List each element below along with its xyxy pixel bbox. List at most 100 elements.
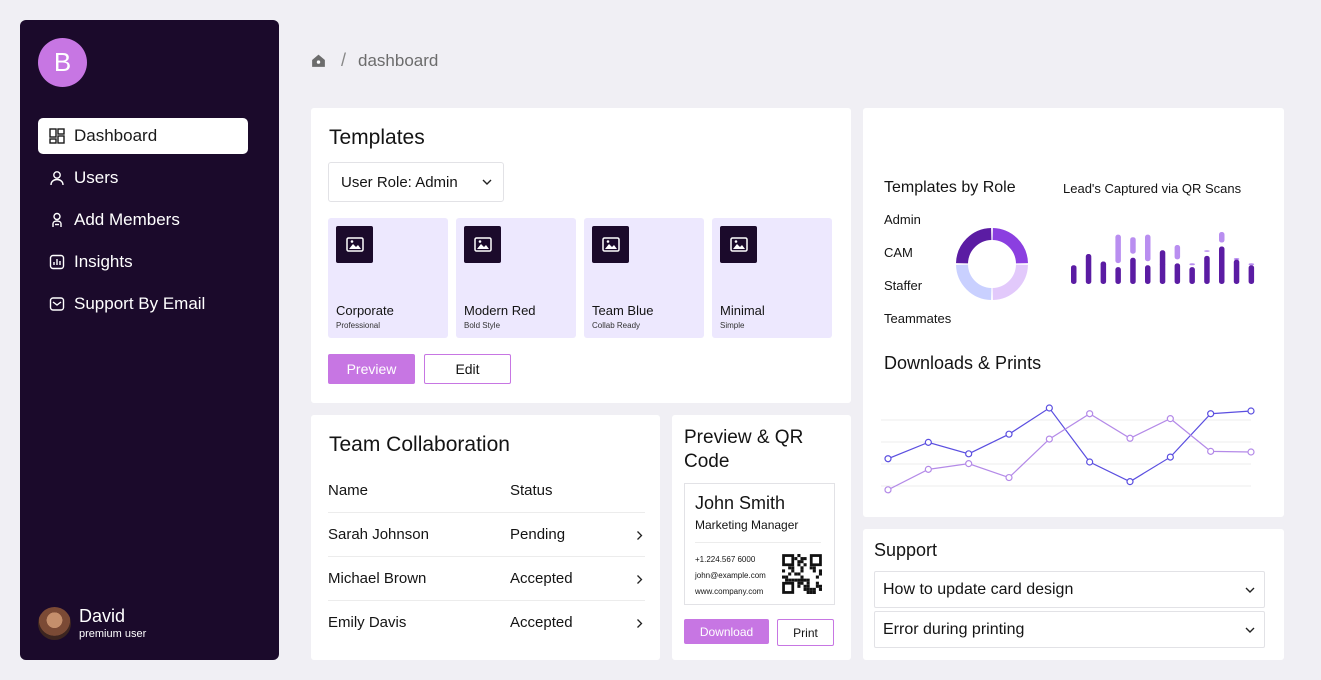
donut-slice-admin [992,228,1028,264]
column-header-status: Status [510,482,553,499]
faq-item[interactable]: How to update card design [874,571,1265,608]
qr-module [803,563,807,567]
data-point [1045,435,1053,443]
qr-module [800,575,804,579]
image-icon [336,226,373,263]
template-subtitle: Bold Style [464,321,501,330]
qr-module [797,584,801,588]
bar-top [1145,234,1151,262]
bar-top [1204,250,1210,252]
data-point [1005,473,1013,482]
sidebar-item-dashboard[interactable]: Dashboard [38,118,248,154]
member-status: Pending [510,526,566,543]
print-button[interactable]: Print [777,619,834,646]
preview-qr-card: Preview & QR Code John Smith Marketing M… [672,415,851,660]
team-table: Sarah Johnson Pending Michael Brown Acce… [328,512,645,644]
home-icon[interactable] [310,52,327,69]
qr-module [797,572,801,576]
data-point [884,455,892,463]
card-divider [695,542,821,543]
sidebar-item-add-members[interactable]: Add Members [38,202,248,238]
user-role-select[interactable]: User Role: Admin [328,162,504,202]
preview-qr-title: Preview & QR Code [684,427,804,472]
template-subtitle: Collab Ready [592,321,641,330]
qr-module [818,587,822,591]
column-header-name: Name [328,482,369,499]
data-point [1166,453,1174,461]
bar-bottom [1189,267,1195,284]
table-row[interactable]: Emily Davis Accepted [328,600,645,644]
chevron-down-icon [482,179,492,185]
template-name: Corporate [336,303,394,318]
bar-bottom [1248,265,1255,284]
data-point [1126,478,1134,486]
qr-module [803,578,807,582]
table-row[interactable]: Michael Brown Accepted [328,556,645,600]
series-line-1 [887,407,1252,483]
image-icon [464,226,501,263]
sidebar-item-label: Insights [74,252,133,271]
data-point [965,460,973,468]
downloads-line-chart [881,404,1255,494]
sidebar-item-insights[interactable]: Insights [38,244,248,280]
qr-module [815,575,819,579]
data-point [1045,404,1053,412]
grid-icon [49,128,65,144]
bar-top [1174,245,1181,260]
donut-slice-teammates [956,228,992,264]
template-card-team-blue[interactable]: Team Blue Collab Ready [584,218,704,338]
avatar [38,606,71,640]
qr-module [785,575,789,579]
qr-module [782,569,786,573]
qr-module [818,569,822,573]
template-card-corporate[interactable]: Corporate Professional [328,218,448,338]
template-name: Minimal [720,303,765,318]
preview-button[interactable]: Preview [328,354,415,384]
chevron-right-icon [637,575,643,584]
qr-module [797,578,801,582]
qr-module [818,572,822,576]
data-point [1086,410,1094,418]
leads-bar-chart [1071,232,1255,284]
user-profile[interactable]: David premium user [38,606,146,640]
user-role-select-value: User Role: Admin [341,173,458,191]
qr-module [782,575,786,579]
bar-bottom [1145,265,1151,284]
sidebar-nav: Dashboard Users Add Members Insights Sup… [38,118,248,328]
download-button[interactable]: Download [684,619,769,644]
app-logo[interactable]: B [38,38,87,87]
edit-button[interactable]: Edit [424,354,511,384]
donut-slice-staffer [956,264,992,300]
qr-module [797,554,801,558]
sidebar-item-users[interactable]: Users [38,160,248,196]
template-card-minimal[interactable]: Minimal Simple [712,218,832,338]
chevron-right-icon [637,619,643,628]
member-name: Michael Brown [328,570,427,587]
bar-bottom [1159,250,1166,284]
qr-finder [782,581,795,594]
downloads-prints-title: Downloads & Prints [884,353,1042,373]
table-row[interactable]: Sarah Johnson Pending [328,512,645,556]
image-icon [592,226,629,263]
template-card-modern-red[interactable]: Modern Red Bold Style [456,218,576,338]
qr-module [791,566,795,570]
sidebar-item-support-email[interactable]: Support By Email [38,286,248,322]
qr-module [806,584,810,588]
data-point [1166,415,1174,423]
bar-bottom [1085,254,1092,284]
member-name: Emily Davis [328,614,407,631]
bar-bottom [1233,259,1240,284]
bar-top [1115,234,1121,264]
template-name: Team Blue [592,303,654,318]
qr-module [809,590,813,594]
qr-module [818,584,822,588]
role-label: CAM [884,245,913,260]
breadcrumb-current: dashboard [358,50,439,70]
sidebar-item-label: Dashboard [74,126,158,145]
qr-module [791,569,795,573]
sidebar-item-label: Support By Email [74,294,206,313]
template-name: Modern Red [464,303,536,318]
bar-top [1189,263,1195,266]
faq-item[interactable]: Error during printing [874,611,1265,648]
mail-icon [49,297,65,311]
